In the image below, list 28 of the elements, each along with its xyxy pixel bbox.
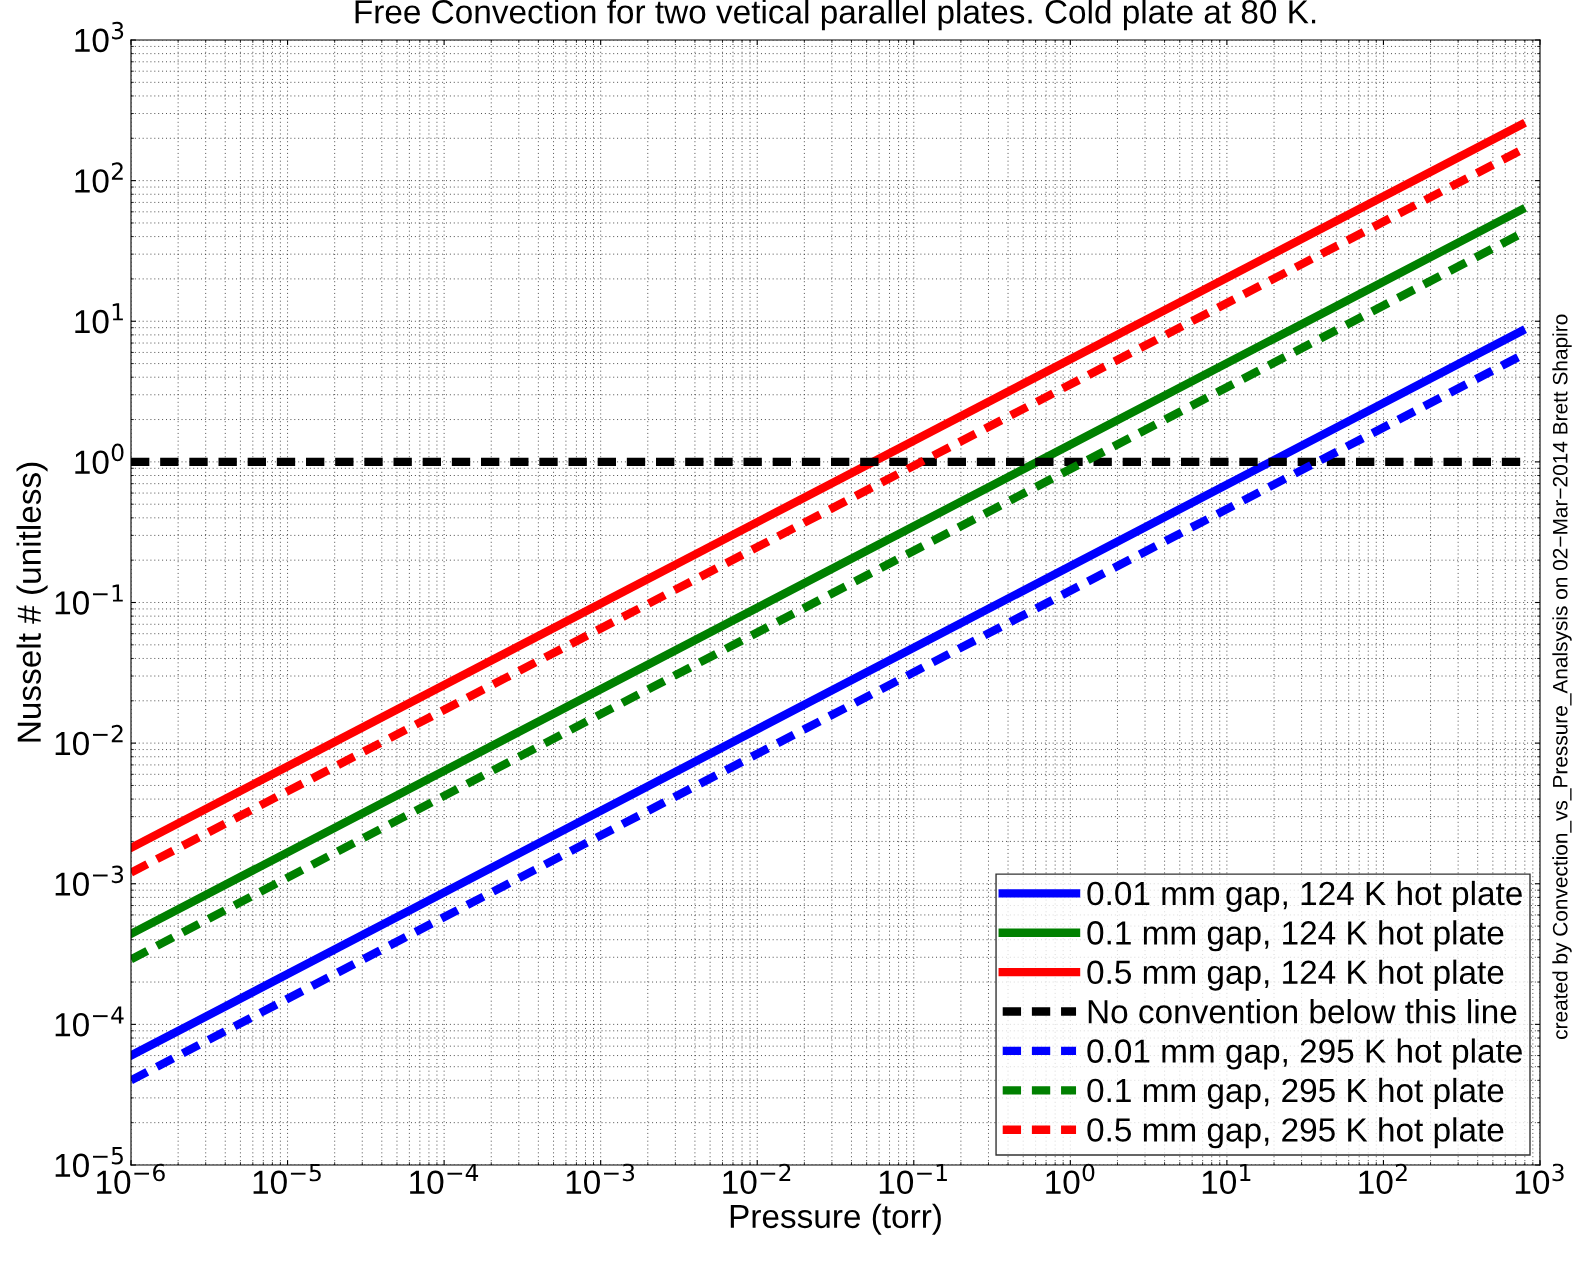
x-tick-label: 10$^{1}$ [1202,1164,1251,1195]
y-tick-label: 10$^{0}$ [75,443,124,475]
legend-label: 0.1 mm gap, 124 K hot plate [1087,920,1504,952]
x-tick-label: 10$^{−5}$ [253,1164,321,1195]
text: created by Convection_vs_Pressure_Analsysis on 02−Mar−2014 Brett Shapiro [1552,314,1572,1039]
x-tick-label: 10$^{−4}$ [410,1164,479,1195]
x-tick-label: 10$^{3}$ [1515,1163,1564,1195]
x-tick-label: 10$^{−2}$ [723,1163,791,1195]
chart-title: Free Convection for two vetical parallel plates. Cold plate at 80 K. [355,0,1316,31]
legend-label: 0.5 mm gap, 124 K hot plate [1087,959,1504,991]
y-tick-label: 10$^{3}$ [75,21,124,53]
x-axis-title: Pressure (torr) [730,1203,941,1235]
y-tick-label: 10$^{−4}$ [55,1006,124,1037]
legend-label: No convention below this line [1088,999,1517,1024]
y-axis-title: Nusselt # (unitless) [16,462,48,742]
legend-label: 0.01 mm gap, 295 K hot plate [1087,1038,1522,1070]
x-tick-label: 10$^{−3}$ [566,1163,635,1195]
legend-label: 0.5 mm gap, 295 K hot plate [1087,1117,1504,1149]
x-tick-label: 10$^{−1}$ [879,1164,947,1195]
legend-label: 0.1 mm gap, 295 K hot plate [1087,1077,1504,1109]
y-tick-label: 10$^{−3}$ [55,865,124,896]
y-tick-label: 10$^{1}$ [75,303,123,334]
x-tick-label: 10$^{0}$ [1046,1163,1095,1195]
y-tick-label: 10$^{−2}$ [55,724,123,756]
legend-label: 0.01 mm gap, 124 K hot plate [1087,880,1522,912]
y-tick-label: 10$^{−1}$ [55,584,123,615]
x-tick-label: 10$^{2}$ [1359,1163,1407,1195]
y-tick-label: 10$^{2}$ [75,162,123,193]
